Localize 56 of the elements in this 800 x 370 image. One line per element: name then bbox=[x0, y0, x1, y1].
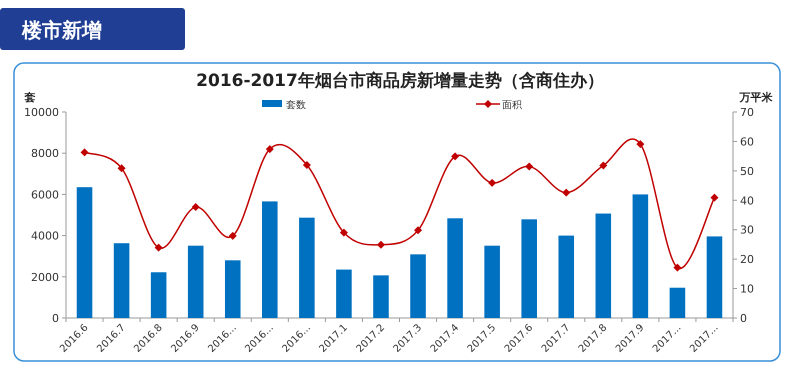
y-tick-label: 4000 bbox=[31, 230, 59, 243]
point bbox=[488, 178, 496, 187]
bar bbox=[336, 270, 352, 318]
point bbox=[228, 232, 237, 240]
y-tick-label: 2000 bbox=[31, 270, 59, 284]
point bbox=[266, 145, 274, 154]
legend-label: 套数 bbox=[286, 99, 306, 111]
bar bbox=[484, 246, 500, 318]
point bbox=[710, 194, 718, 202]
y2-tick-label: 50 bbox=[740, 164, 754, 178]
bar bbox=[224, 260, 241, 318]
bar bbox=[299, 218, 315, 318]
point bbox=[599, 162, 608, 170]
bar bbox=[188, 246, 204, 318]
point bbox=[118, 164, 126, 172]
y-tick-label: 6000 bbox=[31, 188, 59, 202]
y-tick-label: 8000 bbox=[31, 147, 59, 160]
y-axis-title: 套 bbox=[24, 91, 36, 104]
bar bbox=[410, 254, 426, 318]
bar bbox=[670, 288, 686, 318]
bar bbox=[447, 218, 463, 318]
y2-axis-title: 万平米 bbox=[738, 91, 774, 104]
point bbox=[673, 264, 682, 272]
y2-tick-label: 0 bbox=[740, 312, 747, 325]
y-tick-label: 10000 bbox=[24, 106, 59, 119]
point bbox=[154, 244, 163, 252]
legend-label: 面积 bbox=[502, 100, 522, 111]
point bbox=[192, 203, 200, 212]
bar bbox=[373, 275, 389, 318]
point bbox=[451, 152, 460, 160]
bar bbox=[632, 194, 648, 318]
y2-tick-label: 40 bbox=[740, 194, 754, 208]
y2-tick-label: 60 bbox=[740, 135, 754, 148]
bar bbox=[76, 187, 92, 318]
point bbox=[80, 148, 89, 156]
bar bbox=[150, 272, 166, 318]
point bbox=[414, 226, 422, 234]
y2-tick-label: 70 bbox=[740, 106, 754, 119]
chart-title: 2016-2017年烟台市商品房新增量走势（含商住办） bbox=[196, 71, 604, 91]
y2-tick-label: 20 bbox=[740, 253, 754, 266]
point bbox=[525, 162, 534, 170]
point bbox=[376, 240, 385, 249]
point bbox=[340, 228, 348, 237]
text: 楼市新增 bbox=[21, 18, 102, 42]
bar bbox=[706, 236, 722, 318]
bar bbox=[558, 236, 574, 318]
bar bbox=[114, 243, 130, 318]
y2-tick-label: 10 bbox=[740, 282, 754, 296]
bar bbox=[596, 214, 612, 318]
y2-tick-label: 30 bbox=[740, 224, 754, 237]
point bbox=[636, 140, 644, 148]
y-tick-label: 0 bbox=[52, 312, 59, 325]
bar bbox=[521, 219, 537, 318]
point bbox=[302, 160, 311, 169]
bar bbox=[262, 201, 278, 318]
point bbox=[562, 188, 570, 197]
